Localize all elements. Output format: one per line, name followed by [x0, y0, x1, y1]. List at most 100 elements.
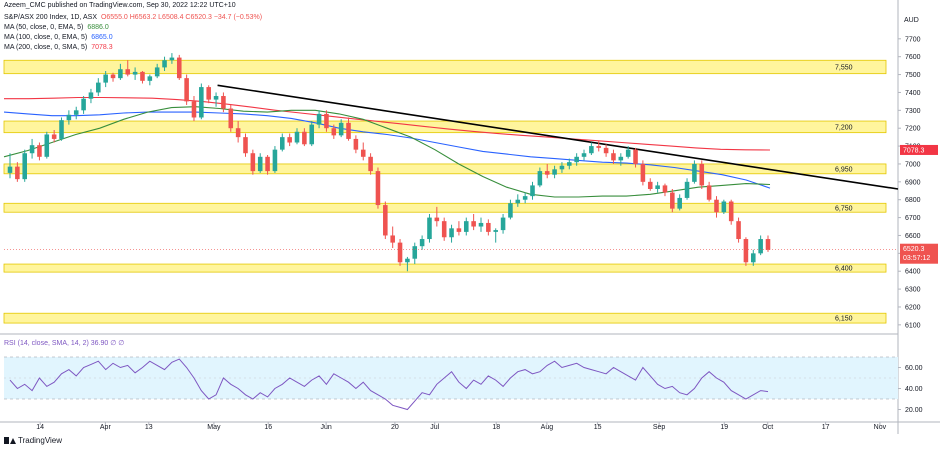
candle-body — [73, 110, 79, 115]
candle — [397, 239, 403, 266]
candle — [184, 74, 189, 105]
candle-body — [51, 134, 57, 139]
candle-body — [765, 239, 771, 250]
candle-body — [596, 146, 602, 148]
candle-body — [478, 222, 484, 227]
candle-body — [132, 71, 138, 75]
price-tick-label: 7200 — [905, 126, 921, 133]
tradingview-branding[interactable]: TradingView — [4, 436, 62, 445]
candle — [375, 167, 381, 209]
ma50-value: 6886.0 — [87, 24, 109, 31]
candle — [758, 235, 763, 256]
zone-label: 6,950 — [835, 166, 853, 173]
candle — [353, 135, 359, 154]
candle-body — [714, 199, 719, 213]
candle-body — [338, 122, 344, 136]
candle-body — [125, 69, 131, 75]
candle — [611, 149, 616, 164]
support-resistance-zone — [3, 202, 887, 213]
candle-body — [405, 258, 410, 263]
ma50-legend[interactable]: MA (50, close, 0, EMA, 5) 6886.0 — [4, 24, 109, 31]
symbol-line: S&P/ASX 200 Index, 1D, ASX O6555.0 H6563… — [4, 14, 262, 21]
candle-body — [88, 92, 94, 99]
candle — [500, 214, 506, 234]
tradingview-logo-icon — [4, 437, 16, 444]
candle — [647, 178, 653, 191]
price-tick-label: 6600 — [905, 233, 921, 240]
candle-body — [302, 131, 307, 145]
candle — [221, 92, 226, 113]
candle-body — [294, 131, 300, 143]
candle — [441, 217, 447, 241]
candle — [118, 63, 123, 80]
zone-label: 7,200 — [835, 124, 853, 131]
candle-body — [221, 96, 226, 109]
candle — [66, 110, 72, 125]
candle — [508, 199, 513, 220]
candle — [51, 129, 57, 143]
candle-body — [692, 163, 697, 182]
candle-body — [257, 156, 263, 172]
candle — [434, 206, 440, 227]
candle-body — [346, 122, 351, 139]
candle — [272, 146, 278, 173]
candle-body — [625, 149, 631, 157]
candle-body — [449, 228, 454, 238]
candle-body — [265, 156, 270, 172]
candle — [235, 121, 241, 143]
candle-body — [316, 113, 322, 125]
candle — [257, 153, 263, 173]
candle — [162, 56, 167, 71]
bar-countdown-label: 03:57:12 — [903, 255, 930, 262]
ma100-legend[interactable]: MA (100, close, 0, EMA, 5) 6865.0 — [4, 34, 113, 41]
time-tick-label: Sep — [653, 424, 666, 431]
candle-body — [544, 171, 550, 175]
candle-body — [736, 221, 741, 240]
candle-body — [7, 166, 13, 173]
candle-body — [508, 203, 513, 218]
candle — [294, 128, 300, 145]
price-tick-label: 7000 — [905, 161, 921, 168]
candle — [677, 194, 682, 211]
symbol-name[interactable]: S&P/ASX 200 Index, 1D, ASX — [4, 14, 97, 21]
candle — [640, 160, 646, 186]
rsi-legend[interactable]: RSI (14, close, SMA, 14, 2) 36.90 ∅ ∅ — [4, 340, 125, 347]
time-tick-label: Oct — [762, 424, 773, 431]
candle-body — [29, 145, 35, 154]
time-tick-label: Aug — [541, 424, 554, 431]
candle — [765, 235, 771, 252]
candle-body — [434, 217, 440, 222]
time-tick-label: Apr — [100, 424, 112, 431]
candle-body — [743, 239, 749, 263]
candle — [390, 226, 395, 248]
candle — [412, 242, 418, 265]
candle — [603, 144, 609, 157]
candle — [567, 158, 572, 170]
candle — [309, 121, 315, 147]
candle-body — [397, 242, 403, 263]
candle — [280, 133, 285, 152]
ma50-line — [3, 106, 771, 198]
ma200-legend[interactable]: MA (200, close, 0, SMA, 5) 7078.3 — [4, 44, 113, 51]
trendline — [217, 84, 899, 190]
rsi-line — [9, 358, 769, 411]
candle — [714, 196, 719, 218]
candle — [96, 78, 101, 97]
candle — [360, 142, 366, 161]
rsi-tick-label: 40.00 — [905, 386, 923, 393]
candle-body — [162, 60, 167, 68]
candle-body — [515, 199, 521, 204]
candle — [589, 142, 594, 156]
publisher-line: Azeem_CMC published on TradingView.com, … — [4, 2, 236, 9]
time-tick-label: 18 — [492, 424, 500, 431]
candle-body — [522, 196, 528, 200]
candle — [449, 224, 454, 243]
candle — [736, 217, 741, 243]
candle — [419, 235, 425, 250]
ma100-value: 6865.0 — [91, 34, 113, 41]
candle — [206, 85, 211, 104]
candle — [287, 133, 292, 147]
candle-body — [390, 235, 395, 243]
rsi-tick-label: 60.00 — [905, 365, 923, 372]
ma200-price-label: 7078.3 — [903, 147, 925, 154]
